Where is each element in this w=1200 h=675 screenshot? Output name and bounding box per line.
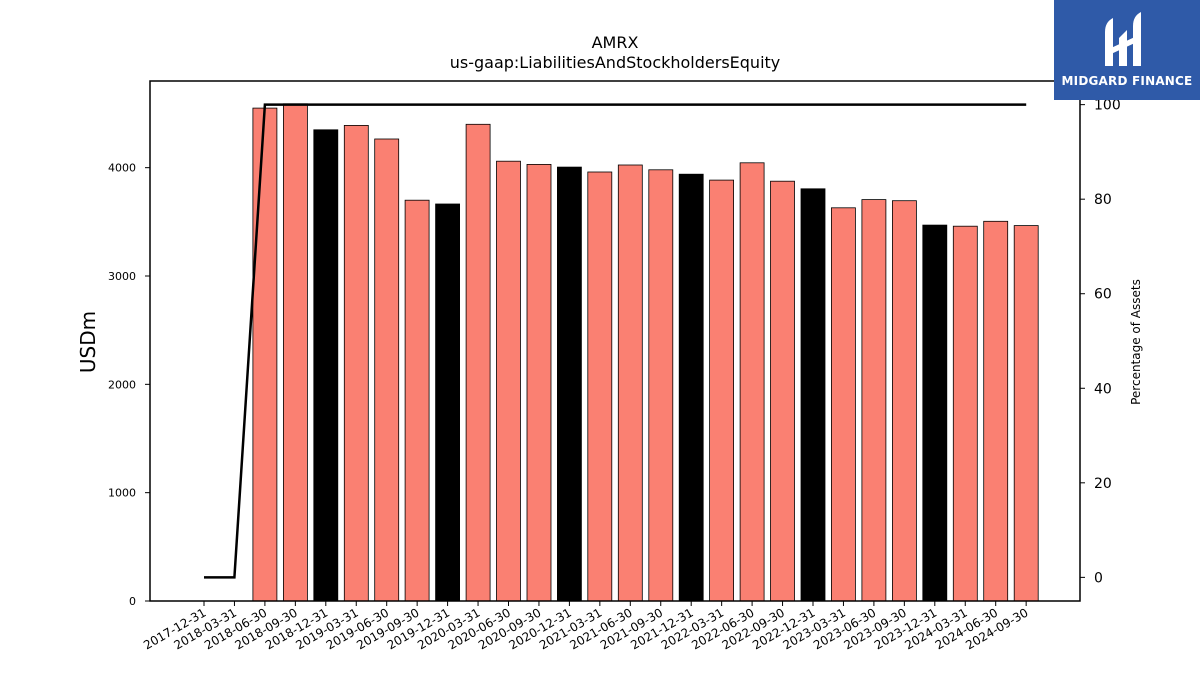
plot-frame (149, 80, 1081, 602)
bar-2022-03-31 (709, 179, 734, 602)
bar-2024-09-30 (1013, 225, 1039, 602)
axes (149, 80, 1081, 602)
percentage-line (204, 103, 1027, 579)
bar-2019-03-31 (343, 125, 369, 602)
line-layer (204, 103, 1027, 579)
y-axis-label: USDm (76, 311, 100, 373)
bar-2023-03-31 (831, 207, 856, 602)
bar-2018-06-30 (252, 107, 278, 602)
brand-name: MIDGARD FINANCE (1061, 74, 1193, 88)
y-tick-label: 2000 (108, 378, 136, 391)
y-tick-label: 0 (129, 595, 136, 608)
bar-2019-12-31 (435, 203, 461, 602)
y2-axis-label: Percentage of Assets (1129, 279, 1143, 405)
brand-logo: MIDGARD FINANCE (1054, 0, 1200, 100)
bar-2024-06-30 (983, 220, 1009, 602)
bar-2023-06-30 (861, 199, 887, 602)
bar-2022-12-31 (800, 188, 826, 602)
bar-2021-06-30 (617, 164, 643, 602)
bar-2022-06-30 (739, 162, 765, 602)
bar-layer (252, 103, 1039, 602)
bar-2019-06-30 (374, 138, 400, 602)
y2-tick-label: 20 (1094, 476, 1112, 492)
chart-subtitle: us-gaap:LiabilitiesAndStockholdersEquity (450, 53, 781, 72)
bar-2021-12-31 (678, 173, 704, 602)
bar-2020-12-31 (557, 166, 582, 602)
y2-tick-label: 40 (1094, 381, 1112, 397)
y2-tick-label: 0 (1094, 570, 1103, 586)
bar-2024-03-31 (952, 225, 978, 602)
y2-tick-label: 100 (1094, 98, 1121, 114)
bar-2020-09-30 (526, 163, 552, 602)
bar-2023-09-30 (892, 200, 917, 602)
y-tick-label: 1000 (108, 487, 136, 500)
y-tick-label: 4000 (108, 162, 136, 175)
midgard-logo-icon (1105, 12, 1141, 66)
bar-2022-09-30 (770, 180, 795, 602)
y-tick-label: 3000 (108, 270, 136, 283)
bar-2020-06-30 (496, 160, 521, 602)
bar-2021-03-31 (587, 171, 613, 602)
chart-title: AMRX (592, 33, 639, 52)
bar-2023-12-31 (922, 224, 948, 602)
bar-2020-03-31 (465, 123, 491, 602)
bar-2019-09-30 (404, 199, 430, 602)
y2-tick-label: 80 (1094, 192, 1112, 208)
y2-tick-label: 60 (1094, 287, 1112, 303)
bar-2021-09-30 (648, 169, 674, 602)
bar-2018-09-30 (282, 103, 308, 602)
bar-2018-12-31 (313, 129, 339, 602)
